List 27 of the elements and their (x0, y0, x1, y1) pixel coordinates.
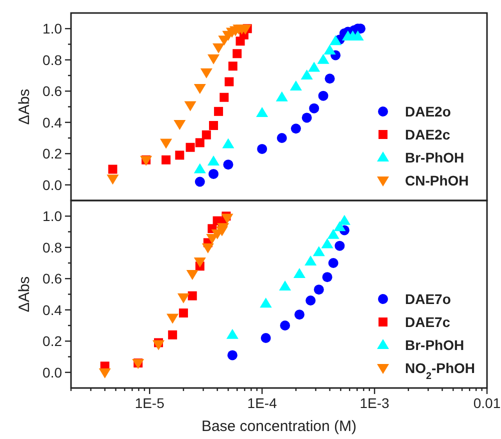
y-tick-label: 0.8 (42, 52, 62, 68)
legend-label: NO$_{2}$-PhOH (405, 360, 476, 382)
x-tick-label: 1E-4 (247, 395, 278, 411)
y-tick-label: 0.2 (42, 333, 62, 350)
x-tick-label: 0.01 (473, 395, 501, 411)
legend-label: CN-PhOH (405, 172, 469, 188)
legend-label: DAE7o (405, 290, 451, 307)
y-tick-label: 0.6 (42, 83, 62, 100)
y-tick-label: 0.4 (42, 302, 62, 318)
y-axis-title: ΔAbs (16, 276, 33, 312)
y-tick-label: 0.0 (42, 176, 62, 193)
x-axis-title: Base concentration (M) (201, 418, 357, 435)
y-tick-label: 0.0 (42, 364, 62, 380)
y-tick-label: 0.4 (42, 114, 62, 130)
y-tick-label: 0.6 (42, 270, 62, 287)
y-tick-label: 0.2 (42, 146, 62, 162)
x-tick-label: 1E-5 (134, 395, 165, 411)
legend-label: DAE2c (405, 126, 450, 142)
legend-label: Br-PhOH (405, 149, 464, 166)
y-tick-label: 1.0 (42, 20, 62, 37)
legend-label: DAE2o (405, 103, 451, 120)
y-tick-label: 0.8 (42, 239, 62, 256)
legend-label: DAE7c (405, 314, 450, 330)
legend-label: Br-PhOH (405, 336, 464, 353)
x-tick-label: 1E-3 (360, 395, 390, 411)
y-axis-title: ΔAbs (16, 88, 33, 125)
y-tick-label: 1.0 (42, 208, 62, 224)
